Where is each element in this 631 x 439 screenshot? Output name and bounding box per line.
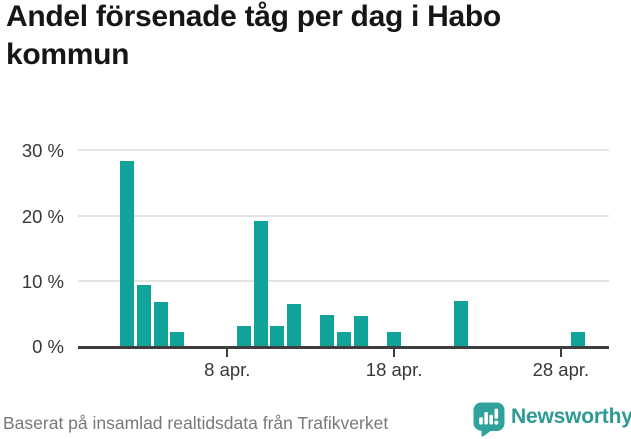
bar-12-apr [287, 304, 302, 346]
newsworthy-icon [473, 402, 505, 437]
y-tick-label-10: 10 % [21, 270, 64, 292]
bar-11-apr [270, 325, 285, 346]
gridline-10 [78, 279, 609, 282]
bar-3-apr [136, 284, 151, 346]
bar-10-apr [253, 220, 268, 346]
x-axis-line [78, 346, 609, 349]
newsworthy-logo: Newsworthy [473, 402, 631, 438]
bar-18-apr [387, 331, 402, 346]
y-tick-label-20: 20 % [21, 205, 64, 227]
bar-15-apr [337, 331, 352, 346]
y-tick-label-30: 30 % [21, 140, 64, 162]
x-tick-label-18-apr: 18 apr. [365, 359, 423, 380]
bar-5-apr [170, 331, 185, 346]
bar-14-apr [320, 314, 335, 346]
page-title: Andel försenade tåg per dag i Habo kommu… [6, 0, 501, 71]
y-tick-label-0: 0 % [32, 336, 64, 357]
newsworthy-wordmark: Newsworthy [511, 405, 631, 428]
bar-9-apr [236, 325, 251, 346]
x-tick-label-8-apr: 8 apr. [204, 359, 251, 380]
x-tick-18-apr [393, 349, 396, 357]
bar-4-apr [153, 301, 168, 346]
bar-29-apr [570, 331, 585, 346]
source-note: Baserat på insamlad realtidsdata från Tr… [3, 413, 389, 433]
bar-16-apr [353, 316, 368, 346]
x-tick-28-apr [559, 349, 562, 357]
gridline-30 [78, 149, 609, 152]
gridline-20 [78, 214, 609, 217]
x-tick-label-28-apr: 28 apr. [532, 359, 590, 380]
bar-2-apr [120, 160, 135, 346]
x-tick-8-apr [226, 349, 229, 357]
bar-22-apr [453, 301, 468, 346]
